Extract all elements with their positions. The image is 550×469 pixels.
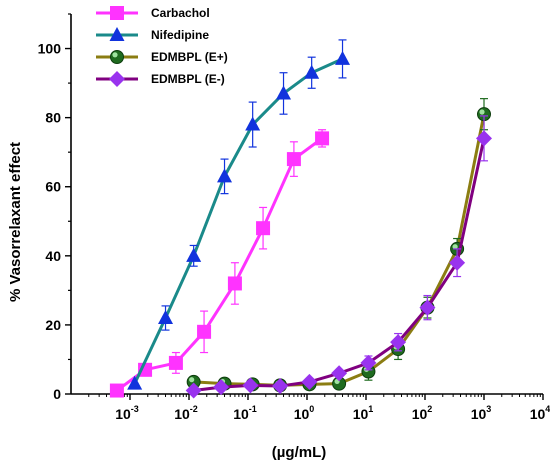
series-line	[133, 57, 344, 385]
marker-circle-highlight	[479, 109, 485, 115]
legend: Carbachol Nifedipine EDMBPL (E+) EDMBPL (E-…	[96, 6, 228, 87]
marker-circle-highlight	[189, 377, 195, 383]
legend-item: EDMBPL (E-)	[96, 71, 225, 87]
marker-circle-body	[110, 50, 124, 64]
data-point	[419, 299, 436, 316]
legend-item: Nifedipine	[96, 27, 209, 42]
data-point	[127, 375, 143, 390]
series-line	[193, 138, 486, 393]
data-point	[256, 221, 271, 236]
y-tick-label: 0	[53, 386, 61, 402]
y-axis-title: % Vasorrelaxant effect	[7, 142, 24, 302]
x-tick-label: 103	[471, 404, 492, 422]
data-point	[168, 355, 183, 370]
series-layer	[109, 39, 492, 399]
data-point	[245, 116, 261, 131]
x-tick-label: 10-3	[115, 404, 139, 422]
x-tick-label: 10-2	[174, 404, 198, 422]
legend-label: Carbachol	[151, 6, 210, 20]
data-point	[301, 373, 318, 390]
x-tick-label: 104	[530, 404, 550, 422]
data-point	[286, 152, 301, 167]
legend-label: Nifedipine	[151, 28, 209, 42]
y-tick-label: 100	[38, 41, 62, 57]
data-point	[335, 50, 351, 65]
x-axis-title: (µg/mL)	[272, 444, 326, 461]
data-point	[476, 130, 492, 147]
data-point	[197, 324, 212, 339]
data-point	[227, 276, 242, 291]
marker-circle-highlight	[452, 244, 458, 250]
x-tick-label: 102	[412, 404, 433, 422]
legend-item: Carbachol	[96, 6, 210, 20]
series-edmbpl-e	[186, 98, 491, 393]
data-point	[331, 365, 348, 382]
series-carbachol	[109, 129, 330, 398]
data-point	[315, 131, 330, 146]
data-point	[360, 354, 377, 371]
series-nifedipine	[127, 39, 351, 390]
data-point	[242, 377, 259, 394]
series-edmbpl-e	[185, 115, 492, 399]
legend-label: EDMBPL (E+)	[151, 50, 228, 64]
data-point	[158, 310, 174, 324]
data-point	[304, 64, 320, 79]
data-point	[186, 247, 202, 262]
data-point	[390, 334, 407, 351]
data-point	[449, 254, 466, 271]
legend-swatch-marker	[109, 71, 125, 87]
marker-circle-highlight	[112, 52, 118, 58]
data-point	[272, 378, 289, 395]
y-tick-label: 60	[45, 179, 61, 195]
data-point	[217, 168, 233, 183]
y-tick-label: 80	[45, 110, 61, 126]
legend-swatch-marker	[110, 6, 124, 20]
data-point	[109, 383, 124, 398]
legend-swatch-marker	[109, 27, 125, 41]
x-tick-label: 101	[353, 404, 374, 422]
legend-item: EDMBPL (E+)	[96, 50, 228, 64]
axes: 0 20 40 60 80 100 10-3 10-2 10-1 100 101 102 103 104	[38, 13, 550, 422]
y-tick-label: 20	[45, 317, 61, 333]
legend-swatch-marker	[110, 50, 124, 64]
legend-label: EDMBPL (E-)	[151, 72, 225, 86]
data-point	[213, 379, 230, 396]
x-tick-label: 10-1	[233, 404, 257, 422]
data-point	[276, 85, 292, 100]
x-tick-label: 100	[294, 404, 315, 422]
data-point	[185, 382, 202, 399]
y-tick-label: 40	[45, 248, 61, 264]
